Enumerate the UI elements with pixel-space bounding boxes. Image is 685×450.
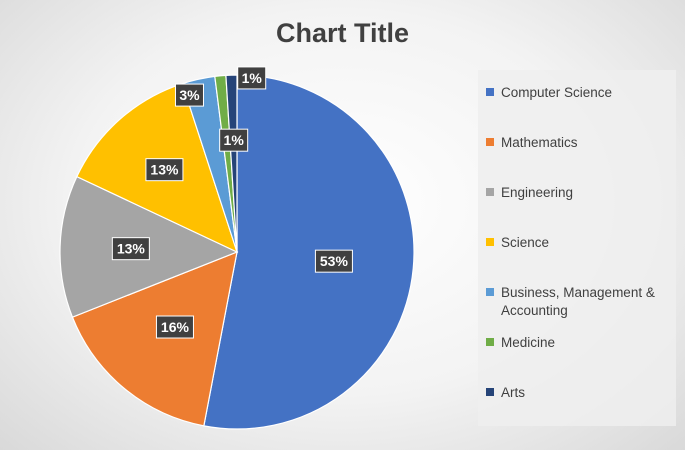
- legend-swatch: [486, 138, 494, 146]
- data-label: 13%: [145, 158, 184, 182]
- data-label-text: 3%: [179, 87, 200, 103]
- legend-swatch: [486, 338, 494, 346]
- data-label-text: 53%: [320, 253, 349, 269]
- legend-item: Business, Management & Accounting: [486, 284, 670, 320]
- legend-swatch: [486, 288, 494, 296]
- legend-swatch: [486, 88, 494, 96]
- pie-slice-computer-science: [203, 74, 415, 430]
- data-label: 13%: [111, 237, 150, 261]
- data-label: 3%: [174, 83, 204, 107]
- legend-item: Science: [486, 234, 670, 252]
- legend-item: Medicine: [486, 334, 670, 352]
- data-label: 16%: [155, 315, 194, 339]
- data-label: 1%: [219, 128, 249, 152]
- data-label: 53%: [314, 249, 353, 273]
- pie-slice-arts: [225, 74, 238, 253]
- legend: Computer Science Mathematics Engineering Sc…: [478, 70, 676, 426]
- legend-label: Mathematics: [501, 135, 578, 150]
- legend-label: Arts: [501, 385, 526, 400]
- legend-item: Engineering: [486, 184, 670, 202]
- legend-label: Science: [501, 235, 550, 250]
- legend-swatch: [486, 238, 494, 246]
- legend-item: Arts: [486, 384, 670, 402]
- data-label-text: 16%: [161, 319, 190, 335]
- pie-slice-mathematics: [71, 251, 238, 427]
- legend-swatch: [486, 388, 494, 396]
- data-label-text: 1%: [242, 70, 263, 86]
- legend-label: Business, Management & Accounting: [501, 285, 655, 318]
- legend-label: Engineering: [501, 185, 574, 200]
- data-label-text: 13%: [150, 162, 179, 178]
- legend-label: Medicine: [501, 335, 556, 350]
- legend-swatch: [486, 188, 494, 196]
- chart-title: Chart Title: [275, 18, 410, 48]
- data-label-text: 1%: [224, 132, 245, 148]
- legend-item: Mathematics: [486, 134, 670, 152]
- legend-label: Computer Science: [501, 85, 613, 100]
- legend-item: Computer Science: [486, 84, 670, 102]
- data-label-text: 13%: [117, 241, 146, 257]
- data-label: 1%: [237, 66, 267, 90]
